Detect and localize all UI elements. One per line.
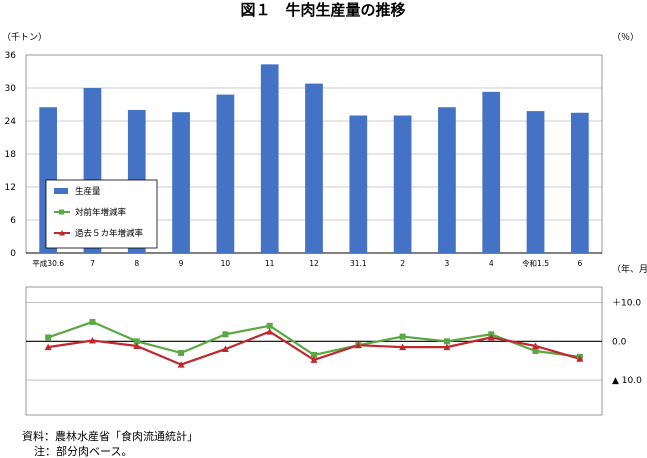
x-category-labels: 平成30.6 7 8 9 10 11 12 31.1 2 3 4 令和1.5 6: [32, 258, 582, 268]
bar-y-tick-labels: 0 6 12 18 24 30 36: [5, 51, 17, 259]
point-yoy: [266, 322, 273, 329]
point-five-year: [177, 361, 185, 368]
bar-y-tick-label: 30: [5, 84, 17, 94]
point-yoy: [222, 331, 229, 338]
rate-y-tick-labels: ＋10.0 0.0 ▲ 10.0: [612, 298, 642, 387]
rate-y-tick-label: 0.0: [612, 337, 627, 347]
legend-label-five-year: 過去５カ年増減率: [75, 228, 144, 239]
bar: [349, 115, 368, 253]
x-category-label: 令和1.5: [522, 258, 549, 268]
legend-swatch-yoy-marker: [59, 209, 64, 215]
x-axis-unit: （年、月）: [612, 263, 647, 275]
x-category-label: 10: [221, 259, 231, 268]
point-five-year: [576, 355, 584, 362]
bar-y-tick-label: 6: [10, 216, 16, 226]
point-yoy: [178, 349, 185, 356]
bar-y-tick-label: 18: [5, 150, 17, 160]
legend-swatch-production: [54, 188, 68, 194]
bar: [172, 112, 190, 253]
rate-plot-area: [25, 286, 603, 416]
x-category-label: 8: [134, 259, 139, 268]
bar-y-tick-label: 12: [5, 183, 16, 193]
point-five-year: [266, 328, 274, 335]
rate-series: [44, 318, 584, 368]
point-yoy: [311, 351, 317, 358]
x-category-label: 7: [90, 259, 95, 268]
point-yoy: [133, 338, 140, 345]
point-five-year: [354, 341, 362, 349]
point-five-year: [487, 333, 495, 341]
bar: [216, 94, 235, 253]
point-five-year: [88, 337, 96, 344]
bar: [305, 83, 323, 253]
point-five-year: [221, 345, 229, 353]
footnote: 注：部分肉ベース。: [34, 444, 132, 458]
legend-label-production: 生産量: [75, 186, 101, 197]
rate-axis-unit: （％）: [612, 32, 639, 43]
point-five-year: [310, 356, 318, 363]
point-five-year: [44, 343, 52, 351]
bar: [393, 115, 412, 253]
rate-y-tick-label: ＋10.0: [612, 298, 641, 309]
rate-y-tick-label: ▲ 10.0: [612, 376, 642, 386]
x-category-label: 3: [445, 259, 450, 268]
bar: [570, 112, 589, 253]
bar: [438, 107, 456, 253]
bar-y-axis-unit: （千トン）: [2, 32, 47, 43]
point-five-year: [443, 343, 451, 351]
point-five-year: [133, 342, 141, 349]
bar: [260, 64, 279, 253]
point-yoy: [89, 318, 96, 325]
legend-label-yoy: 対前年増減率: [75, 207, 127, 218]
x-category-label: 31.1: [350, 259, 367, 268]
point-five-year: [532, 342, 540, 349]
x-category-label: 4: [489, 259, 494, 268]
x-category-label: 11: [265, 259, 275, 268]
point-yoy: [45, 334, 52, 341]
bar-y-tick-label: 36: [5, 51, 17, 61]
x-category-label: 平成30.6: [32, 258, 64, 268]
x-category-label: 9: [179, 259, 184, 268]
legend: 生産量 対前年増減率 過去５カ年増減率: [45, 179, 158, 249]
source-note: 資料：農林水産省「食肉流通統計」: [22, 429, 198, 443]
point-yoy: [399, 333, 406, 340]
point-yoy: [443, 338, 450, 345]
bar-y-tick-label: 24: [5, 117, 17, 127]
point-yoy: [532, 348, 539, 354]
bar-y-tick-label: 0: [10, 249, 16, 259]
x-category-label: 2: [400, 259, 405, 268]
x-category-label: 6: [577, 259, 582, 268]
bar: [526, 111, 545, 253]
rate-plot-frame: [25, 286, 603, 416]
bar: [482, 91, 501, 253]
x-category-label: 12: [309, 259, 319, 268]
legend-swatch-five-year-marker: [59, 230, 65, 236]
chart-title: 図１ 牛肉生産量の推移: [240, 1, 405, 19]
point-five-year: [399, 343, 407, 351]
